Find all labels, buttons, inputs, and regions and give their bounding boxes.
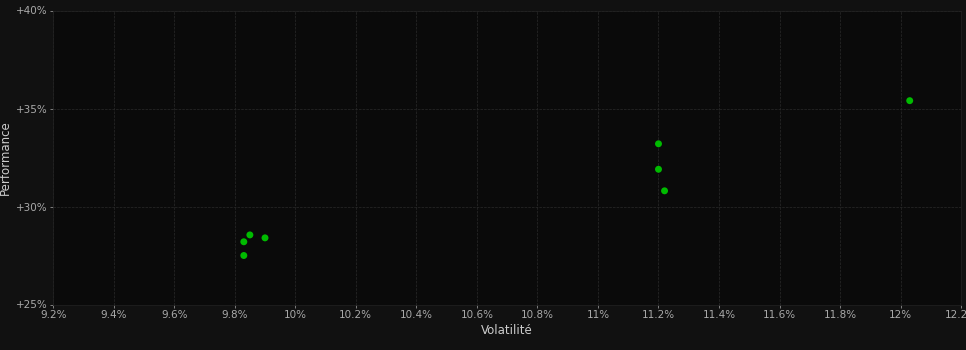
Y-axis label: Performance: Performance — [0, 120, 12, 195]
Point — [236, 239, 251, 245]
Point — [651, 167, 667, 172]
Point — [236, 253, 251, 258]
Point — [257, 235, 272, 241]
Point — [657, 188, 672, 194]
X-axis label: Volatilité: Volatilité — [481, 324, 533, 337]
Point — [902, 98, 918, 104]
Point — [651, 141, 667, 147]
Point — [242, 232, 258, 238]
